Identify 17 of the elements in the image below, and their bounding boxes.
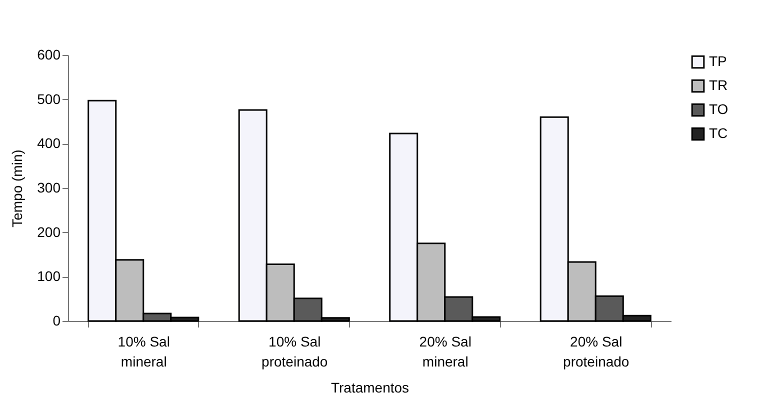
- legend-label: TR: [709, 77, 728, 93]
- y-tick-label: 600: [37, 46, 61, 62]
- y-tick-label: 400: [37, 135, 61, 152]
- y-tick-label: 300: [37, 180, 61, 196]
- y-tick-label: 500: [37, 90, 61, 107]
- x-tick-label: 20% Sal proteinado: [563, 334, 630, 370]
- y-tick-label: 0: [52, 312, 61, 328]
- x-axis-title: Tratamentos: [330, 380, 410, 396]
- legend-label: TC: [709, 125, 728, 141]
- y-tick-label: 200: [37, 224, 61, 240]
- legend-label: TP: [709, 53, 727, 69]
- x-tick-label: 10% Sal mineral: [118, 334, 170, 370]
- x-tick-label: 20% Sal mineral: [419, 334, 472, 370]
- y-axis-title: Tempo (min): [9, 150, 26, 228]
- y-tick-label: 100: [37, 268, 61, 284]
- x-tick-label: 10% Sal proteinado: [262, 334, 328, 370]
- legend-label: TO: [709, 101, 728, 117]
